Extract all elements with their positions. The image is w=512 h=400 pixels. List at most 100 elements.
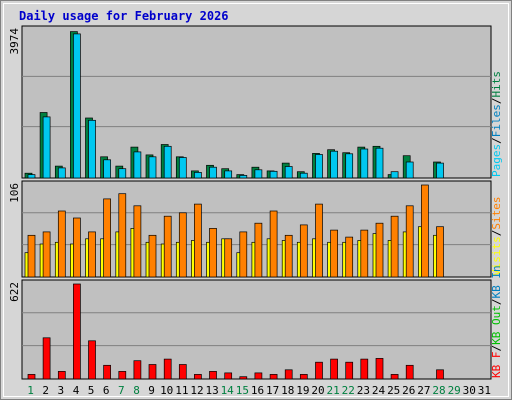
visits-sites-bar-sites-day-3 xyxy=(57,210,66,278)
visits-sites-bar-sites-day-10 xyxy=(163,215,172,278)
kbytes-panel: 622 KB F/KB Out/KB In xyxy=(8,265,503,380)
hits-files-bar-files-day-2 xyxy=(42,116,51,179)
hits-files-bar-files-day-11 xyxy=(178,157,187,179)
visits-sites-bar-sites-day-11 xyxy=(178,212,187,278)
hits-files-bar-files-day-12 xyxy=(194,172,202,179)
x-tick-label-day-30: 30 xyxy=(463,384,476,397)
kbytes-bar-kb-f-day-23 xyxy=(360,358,369,380)
visits-sites-bar-sites-day-14 xyxy=(224,238,233,278)
visits-sites-bar-sites-day-6 xyxy=(103,198,111,278)
kbytes-bar-kb-f-day-16 xyxy=(254,372,263,380)
hits-files-bar-files-day-7 xyxy=(118,168,127,179)
visits-sites-bar-sites-day-13 xyxy=(209,228,217,278)
hits-files-bar-files-day-25 xyxy=(390,171,399,179)
kbytes-bar-kb-f-day-26 xyxy=(405,364,414,380)
visits-sites-bar-sites-day-5 xyxy=(88,231,96,278)
visits-sites-bar-sites-day-12 xyxy=(194,203,202,278)
hits-files-bar-files-day-4 xyxy=(73,33,81,179)
kbytes-bar-kb-f-day-18 xyxy=(284,369,293,380)
hits-files-bar-files-day-13 xyxy=(209,166,217,179)
x-tick-label-day-13: 13 xyxy=(205,384,218,397)
x-tick-label-day-7: 7 xyxy=(118,384,125,397)
hits-files-bar-files-day-22 xyxy=(345,153,354,179)
hits-files-legend-label: Pages/Files/Hits xyxy=(490,71,503,177)
x-tick-label-day-8: 8 xyxy=(133,384,140,397)
visits-sites-bar-sites-day-2 xyxy=(42,231,51,278)
hits-files-bar-files-day-14 xyxy=(224,170,233,179)
visits-sites-bar-sites-day-24 xyxy=(375,222,384,278)
x-tick-label-day-23: 23 xyxy=(357,384,370,397)
kbytes-bar-kb-f-day-15 xyxy=(239,376,248,380)
kbytes-bar-kb-f-day-20 xyxy=(315,361,323,380)
visits-sites-bar-sites-day-16 xyxy=(254,222,263,278)
hits-files-bar-files-day-6 xyxy=(103,159,111,179)
visits-sites-bar-sites-day-27 xyxy=(421,184,429,278)
visits-sites-bar-sites-day-20 xyxy=(315,203,323,278)
x-tick-label-day-14: 14 xyxy=(221,384,235,397)
kbytes-bar-kb-f-day-8 xyxy=(133,360,142,380)
visits-sites-bar-sites-day-26 xyxy=(405,205,414,278)
visits-sites-bar-sites-day-23 xyxy=(360,229,369,278)
kbytes-bar-kb-f-day-14 xyxy=(224,372,233,380)
kbytes-bar-kb-f-day-17 xyxy=(269,374,278,380)
visits-sites-ymax-label: 106 xyxy=(8,183,21,203)
hits-files-bar-files-day-24 xyxy=(375,147,384,179)
kbytes-bar-kb-f-day-21 xyxy=(330,358,338,380)
hits-files-bar-files-day-17 xyxy=(269,170,278,179)
x-tick-label-day-4: 4 xyxy=(73,384,80,397)
kbytes-bar-kb-f-day-24 xyxy=(375,358,384,380)
x-tick-label-day-27: 27 xyxy=(417,384,430,397)
kbytes-bar-kb-f-day-4 xyxy=(73,283,81,380)
hits-files-bar-files-day-1 xyxy=(27,174,36,179)
x-tick-label-day-24: 24 xyxy=(372,384,386,397)
hits-files-bar-files-day-8 xyxy=(133,151,142,179)
hits-files-bar-files-day-28 xyxy=(436,162,444,179)
kbytes-ymax-label: 622 xyxy=(8,282,21,302)
hits-files-bar-files-day-19 xyxy=(299,172,308,179)
visits-sites-bar-sites-day-28 xyxy=(436,226,444,278)
visits-sites-bar-sites-day-7 xyxy=(118,193,127,278)
hits-files-bar-files-day-16 xyxy=(254,169,263,179)
x-tick-label-day-18: 18 xyxy=(281,384,294,397)
visits-sites-bar-sites-day-15 xyxy=(239,231,248,278)
hits-files-bar-files-day-15 xyxy=(239,175,248,179)
kbytes-bar-kb-f-day-6 xyxy=(103,364,111,380)
kbytes-bar-kb-f-day-2 xyxy=(42,337,51,380)
x-tick-label-day-25: 25 xyxy=(387,384,400,397)
visits-sites-bar-sites-day-25 xyxy=(390,215,399,278)
visits-sites-bar-sites-day-21 xyxy=(330,229,338,278)
visits-sites-bar-sites-day-19 xyxy=(299,224,308,278)
hits-files-bar-files-day-5 xyxy=(88,119,96,179)
kbytes-bar-kb-f-day-10 xyxy=(163,358,172,380)
hits-files-bar-files-day-10 xyxy=(163,145,172,179)
kbytes-bar-kb-f-day-7 xyxy=(118,371,127,380)
kbytes-bar-kb-f-day-12 xyxy=(194,374,202,380)
x-tick-label-day-29: 29 xyxy=(448,384,461,397)
x-tick-label-day-11: 11 xyxy=(175,384,188,397)
hits-files-bar-files-day-18 xyxy=(284,166,293,179)
x-tick-label-day-6: 6 xyxy=(103,384,110,397)
inner-border xyxy=(3,3,509,397)
visits-sites-bar-sites-day-22 xyxy=(345,236,354,278)
x-tick-label-day-17: 17 xyxy=(266,384,279,397)
chart-title: Daily usage for February 2026 xyxy=(19,9,229,23)
hits-files-plot-area xyxy=(21,25,492,179)
x-tick-label-day-1: 1 xyxy=(27,384,34,397)
kbytes-bar-kb-f-day-9 xyxy=(148,364,157,380)
visits-sites-bar-sites-day-17 xyxy=(269,210,278,278)
kbytes-bar-kb-f-day-28 xyxy=(436,369,444,380)
x-tick-label-day-15: 15 xyxy=(236,384,249,397)
visits-sites-bar-sites-day-18 xyxy=(284,234,293,278)
kbytes-bar-kb-f-day-1 xyxy=(27,374,36,380)
x-tick-label-day-10: 10 xyxy=(160,384,173,397)
kbytes-bar-kb-f-day-22 xyxy=(345,361,354,380)
visits-sites-bar-sites-day-9 xyxy=(148,234,157,278)
hits-files-panel: 3974 Pages/Files/Hits xyxy=(8,25,503,179)
visits-sites-bar-sites-day-4 xyxy=(73,217,81,278)
kbytes-plot-area xyxy=(21,279,492,380)
x-tick-label-day-22: 22 xyxy=(342,384,355,397)
kbytes-bar-kb-f-day-3 xyxy=(57,371,66,380)
kbytes-bar-kb-f-day-11 xyxy=(178,364,187,380)
